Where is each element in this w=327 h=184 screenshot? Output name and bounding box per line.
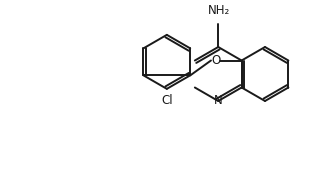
Text: O: O [211,54,221,67]
Text: NH₂: NH₂ [208,4,230,17]
Text: Cl: Cl [161,94,173,107]
Text: N: N [214,95,223,107]
